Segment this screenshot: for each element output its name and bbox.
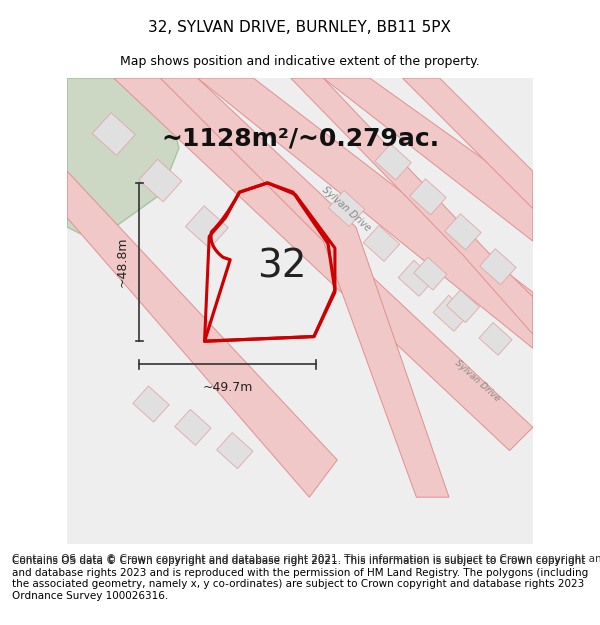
- Text: Contains OS data © Crown copyright and database right 2021. This information is : Contains OS data © Crown copyright and d…: [12, 554, 600, 564]
- Polygon shape: [175, 409, 211, 446]
- Polygon shape: [410, 179, 446, 215]
- Polygon shape: [398, 261, 434, 296]
- Polygon shape: [433, 295, 469, 331]
- Polygon shape: [139, 159, 182, 202]
- Text: Map shows position and indicative extent of the property.: Map shows position and indicative extent…: [120, 54, 480, 68]
- Text: ~1128m²/~0.279ac.: ~1128m²/~0.279ac.: [161, 127, 439, 151]
- Polygon shape: [67, 171, 337, 498]
- Polygon shape: [160, 78, 449, 498]
- Polygon shape: [364, 226, 400, 261]
- Text: 32, SYLVAN DRIVE, BURNLEY, BB11 5PX: 32, SYLVAN DRIVE, BURNLEY, BB11 5PX: [149, 19, 452, 34]
- Polygon shape: [67, 78, 179, 241]
- Polygon shape: [375, 144, 411, 180]
- Text: Sylvan Drive: Sylvan Drive: [453, 358, 501, 403]
- Polygon shape: [328, 191, 365, 226]
- Polygon shape: [446, 290, 479, 322]
- Polygon shape: [323, 78, 533, 241]
- Polygon shape: [414, 258, 447, 290]
- Polygon shape: [480, 249, 516, 285]
- Polygon shape: [290, 78, 533, 334]
- Text: ~48.8m: ~48.8m: [116, 237, 129, 288]
- Polygon shape: [479, 322, 512, 355]
- Polygon shape: [403, 78, 533, 209]
- Polygon shape: [445, 214, 481, 250]
- Text: Sylvan Drive: Sylvan Drive: [320, 184, 373, 233]
- Text: ~49.7m: ~49.7m: [203, 381, 253, 394]
- Polygon shape: [92, 112, 135, 155]
- Text: Contains OS data © Crown copyright and database right 2021. This information is : Contains OS data © Crown copyright and d…: [12, 556, 588, 601]
- Polygon shape: [114, 78, 533, 451]
- Polygon shape: [133, 386, 169, 422]
- Polygon shape: [197, 78, 533, 348]
- Polygon shape: [217, 432, 253, 469]
- Polygon shape: [185, 206, 229, 248]
- Text: 32: 32: [257, 248, 306, 286]
- Polygon shape: [67, 78, 533, 544]
